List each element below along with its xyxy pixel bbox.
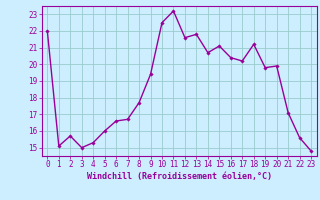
X-axis label: Windchill (Refroidissement éolien,°C): Windchill (Refroidissement éolien,°C) bbox=[87, 172, 272, 181]
